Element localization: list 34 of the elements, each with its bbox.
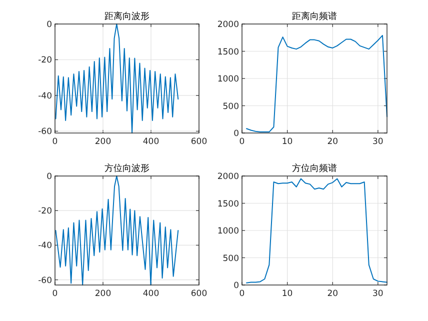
x-tick-label: 10 bbox=[282, 137, 293, 147]
x-tick-label: 20 bbox=[327, 137, 338, 147]
y-tick-label: -40 bbox=[38, 91, 52, 102]
x-tick-label: 30 bbox=[372, 137, 384, 147]
x-tick-label: 600 bbox=[190, 137, 208, 147]
chart-title: 方位向频谱 bbox=[292, 163, 337, 174]
chart-title: 方位向波形 bbox=[104, 163, 150, 174]
x-tick-label: 400 bbox=[142, 137, 160, 147]
x-tick-label: 30 bbox=[372, 289, 384, 299]
y-tick-label: 0 bbox=[234, 129, 239, 139]
x-tick-label: 200 bbox=[94, 289, 112, 299]
y-tick-label: 1500 bbox=[217, 47, 239, 58]
x-tick-label: 200 bbox=[94, 137, 112, 147]
y-tick-label: 500 bbox=[222, 102, 239, 112]
y-tick-label: -60 bbox=[38, 276, 52, 286]
chart-title: 距离向波形 bbox=[104, 11, 150, 22]
y-tick-label: -60 bbox=[38, 127, 52, 138]
y-tick-label: 2000 bbox=[217, 172, 239, 182]
y-tick-label: 500 bbox=[222, 254, 239, 264]
y-tick-label: 1000 bbox=[217, 226, 239, 236]
y-tick-label: 0 bbox=[46, 20, 52, 30]
y-tick-label: -40 bbox=[38, 241, 52, 252]
x-tick-label: 10 bbox=[282, 289, 293, 299]
x-tick-label: 600 bbox=[190, 289, 208, 299]
chart-title: 距离向频谱 bbox=[292, 11, 337, 22]
x-tick-label: 400 bbox=[142, 289, 160, 299]
y-tick-label: 2000 bbox=[217, 20, 239, 30]
y-tick-label: -20 bbox=[38, 206, 52, 217]
y-tick-label: -20 bbox=[38, 56, 52, 66]
y-tick-label: 1000 bbox=[217, 74, 239, 84]
y-tick-label: 0 bbox=[46, 172, 52, 182]
y-tick-label: 0 bbox=[234, 281, 239, 291]
y-tick-label: 1500 bbox=[217, 199, 239, 210]
x-tick-label: 20 bbox=[327, 289, 338, 299]
